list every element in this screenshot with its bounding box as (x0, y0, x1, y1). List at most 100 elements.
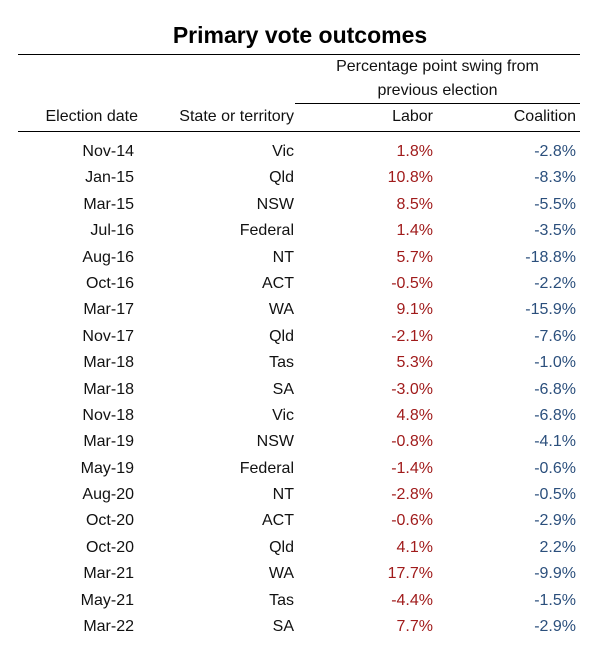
state-cell: Federal (239, 459, 294, 477)
labor-swing-cell: -1.4% (391, 459, 433, 477)
coalition-swing-cell: -3.5% (534, 222, 576, 240)
labor-swing-cell: -0.6% (391, 512, 433, 530)
labor-swing-cell: 4.8% (396, 406, 433, 424)
labor-swing-cell: -4.4% (391, 591, 433, 609)
table-row: Nov-18 Vic 4.8% -6.8% (0, 404, 600, 430)
table-row: Mar-19 NSW -0.8% -4.1% (0, 430, 600, 456)
table-row: Mar-18 SA -3.0% -6.8% (0, 378, 600, 404)
column-header-state: State or territory (179, 108, 294, 125)
election-date-cell: Jul-16 (90, 222, 134, 240)
coalition-swing-cell: -4.1% (534, 433, 576, 451)
table-row: Mar-22 SA 7.7% -2.9% (0, 615, 600, 641)
labor-swing-cell: 17.7% (387, 565, 433, 583)
coalition-swing-cell: -15.9% (525, 301, 576, 319)
column-header-coalition: Coalition (513, 108, 576, 125)
swing-group-header-line-2: previous election (377, 82, 498, 99)
state-cell: WA (268, 565, 294, 583)
coalition-swing-cell: 2.2% (539, 538, 576, 556)
column-header-labor: Labor (392, 108, 433, 125)
coalition-swing-cell: -1.5% (534, 591, 576, 609)
coalition-swing-cell: -6.8% (534, 380, 576, 398)
state-cell: NSW (256, 433, 294, 451)
state-cell: SA (272, 380, 294, 398)
state-cell: Qld (269, 169, 294, 187)
table-row: Mar-18 Tas 5.3% -1.0% (0, 351, 600, 377)
table-row: Nov-14 Vic 1.8% -2.8% (0, 140, 600, 166)
coalition-swing-cell: -2.8% (534, 143, 576, 160)
column-header-election-date: Election date (45, 108, 138, 125)
labor-swing-cell: 1.8% (396, 143, 433, 160)
top-rule (18, 54, 580, 55)
election-date-cell: Mar-22 (83, 618, 134, 636)
coalition-swing-cell: -2.2% (534, 274, 576, 292)
state-cell: NSW (256, 195, 294, 213)
labor-swing-cell: -2.1% (391, 327, 433, 345)
state-cell: NT (272, 486, 294, 504)
coalition-swing-cell: -0.6% (534, 459, 576, 477)
labor-swing-cell: 4.1% (396, 538, 433, 556)
election-date-cell: Mar-21 (83, 565, 134, 583)
election-date-cell: Aug-20 (82, 486, 134, 504)
state-cell: WA (268, 301, 294, 319)
election-date-cell: Oct-16 (85, 274, 134, 292)
table-row: Mar-21 WA 17.7% -9.9% (0, 562, 600, 588)
election-date-cell: Nov-18 (82, 406, 134, 424)
state-cell: Vic (272, 143, 294, 160)
labor-swing-cell: 7.7% (396, 618, 433, 636)
election-date-cell: Mar-18 (83, 380, 134, 398)
group-header-rule (295, 103, 580, 104)
coalition-swing-cell: -2.9% (534, 512, 576, 530)
table-row: Oct-20 Qld 4.1% 2.2% (0, 536, 600, 562)
state-cell: ACT (262, 512, 294, 530)
election-date-cell: Oct-20 (85, 512, 134, 530)
coalition-swing-cell: -18.8% (525, 248, 576, 266)
labor-swing-cell: 5.7% (396, 248, 433, 266)
election-date-cell: Mar-18 (83, 354, 134, 372)
state-cell: Vic (272, 406, 294, 424)
election-date-cell: Mar-19 (83, 433, 134, 451)
table-title: Primary vote outcomes (172, 22, 428, 48)
coalition-swing-cell: -5.5% (534, 195, 576, 213)
coalition-swing-cell: -7.6% (534, 327, 576, 345)
coalition-swing-cell: -9.9% (534, 565, 576, 583)
header-rule (18, 131, 580, 132)
election-date-cell: Nov-17 (82, 327, 134, 345)
labor-swing-cell: 9.1% (396, 301, 433, 319)
election-date-cell: Mar-17 (83, 301, 134, 319)
state-cell: Qld (269, 538, 294, 556)
swing-group-header-line-1: Percentage point swing from (336, 58, 539, 75)
election-date-cell: Mar-15 (83, 195, 134, 213)
labor-swing-cell: 5.3% (396, 354, 433, 372)
election-date-cell: Oct-20 (85, 538, 134, 556)
coalition-swing-cell: -8.3% (534, 169, 576, 187)
table-row: Oct-16 ACT -0.5% -2.2% (0, 272, 600, 298)
election-date-cell: May-19 (80, 459, 134, 477)
table-row: Mar-15 NSW 8.5% -5.5% (0, 193, 600, 219)
table-row: Nov-17 Qld -2.1% -7.6% (0, 325, 600, 351)
table-row: May-19 Federal -1.4% -0.6% (0, 457, 600, 483)
coalition-swing-cell: -2.9% (534, 618, 576, 636)
table-row: Oct-20 ACT -0.6% -2.9% (0, 509, 600, 535)
table-row: May-21 Tas -4.4% -1.5% (0, 589, 600, 615)
state-cell: Tas (269, 354, 294, 372)
coalition-swing-cell: -1.0% (534, 354, 576, 372)
labor-swing-cell: 1.4% (396, 222, 433, 240)
labor-swing-cell: 10.8% (387, 169, 433, 187)
state-cell: Tas (269, 591, 294, 609)
election-date-cell: Aug-16 (82, 248, 134, 266)
coalition-swing-cell: -0.5% (534, 486, 576, 504)
labor-swing-cell: -0.5% (391, 274, 433, 292)
coalition-swing-cell: -6.8% (534, 406, 576, 424)
table-body: Nov-14 Vic 1.8% -2.8% Jan-15 Qld 10.8% -8.3% Mar… (0, 140, 600, 641)
table-row: Mar-17 WA 9.1% -15.9% (0, 298, 600, 324)
labor-swing-cell: 8.5% (396, 195, 433, 213)
state-cell: ACT (262, 274, 294, 292)
labor-swing-cell: -3.0% (391, 380, 433, 398)
state-cell: SA (272, 618, 294, 636)
state-cell: NT (272, 248, 294, 266)
table-row: Jan-15 Qld 10.8% -8.3% (0, 166, 600, 192)
table-row: Aug-16 NT 5.7% -18.8% (0, 246, 600, 272)
election-date-cell: May-21 (80, 591, 134, 609)
state-cell: Qld (269, 327, 294, 345)
labor-swing-cell: -0.8% (391, 433, 433, 451)
